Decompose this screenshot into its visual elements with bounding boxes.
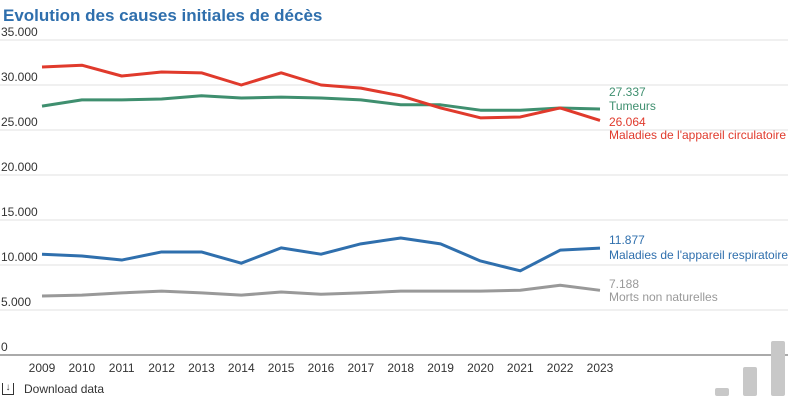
x-tick-label: 2021: [507, 361, 534, 375]
series-name-label: Morts non naturelles: [609, 290, 718, 304]
x-tick-label: 2023: [587, 361, 614, 375]
end-value-label: 11.877: [609, 233, 645, 247]
y-tick-label: 20.000: [1, 160, 38, 174]
series-name-label: Maladies de l'appareil circulatoire: [609, 128, 786, 142]
x-tick-label: 2009: [29, 361, 56, 375]
logo-bar: [771, 341, 785, 396]
y-tick-label: 25.000: [1, 115, 38, 129]
x-tick-label: 2013: [188, 361, 215, 375]
x-tick-label: 2016: [308, 361, 335, 375]
series-line-1: [41, 63, 601, 122]
series-name-label: Tumeurs: [609, 99, 656, 113]
end-value-label: 26.064: [609, 115, 646, 129]
y-tick-label: 10.000: [1, 250, 38, 264]
y-tick-label: 0: [1, 340, 8, 354]
series-name-label: Maladies de l'appareil respiratoire: [609, 248, 788, 262]
y-tick-label: 30.000: [1, 70, 38, 84]
y-tick-label: 5.000: [1, 295, 31, 309]
x-tick-label: 2018: [387, 361, 414, 375]
x-tick-label: 2019: [427, 361, 454, 375]
logo-bar: [715, 388, 729, 396]
x-tick-label: 2012: [148, 361, 175, 375]
x-tick-label: 2015: [268, 361, 295, 375]
x-tick-label: 2011: [109, 361, 135, 375]
x-tick-label: 2010: [69, 361, 96, 375]
y-tick-label: 15.000: [1, 205, 38, 219]
end-value-label: 27.337: [609, 85, 646, 99]
download-label: Download data: [24, 382, 105, 396]
y-tick-label: 35.000: [1, 25, 38, 39]
x-tick-label: 2017: [348, 361, 375, 375]
x-tick-label: 2020: [467, 361, 494, 375]
x-tick-label: 2014: [228, 361, 255, 375]
logo-bar: [743, 367, 757, 396]
series-line-2: [41, 236, 601, 273]
download-icon: ↓: [2, 383, 14, 395]
x-tick-label: 2022: [547, 361, 574, 375]
series-line-3: [41, 283, 601, 298]
chart-title: Evolution des causes initiales de décès: [3, 6, 323, 25]
series-line-0: [41, 94, 601, 112]
download-data-button[interactable]: ↓ Download data: [2, 382, 104, 396]
end-value-label: 7.188: [609, 277, 639, 291]
